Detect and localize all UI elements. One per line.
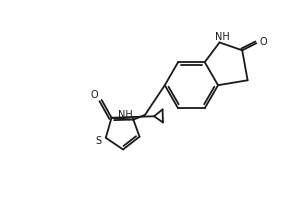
Text: O: O (91, 90, 99, 100)
Text: NH: NH (215, 32, 230, 42)
Text: NH: NH (118, 110, 133, 120)
Text: O: O (260, 37, 267, 47)
Text: S: S (96, 136, 102, 146)
